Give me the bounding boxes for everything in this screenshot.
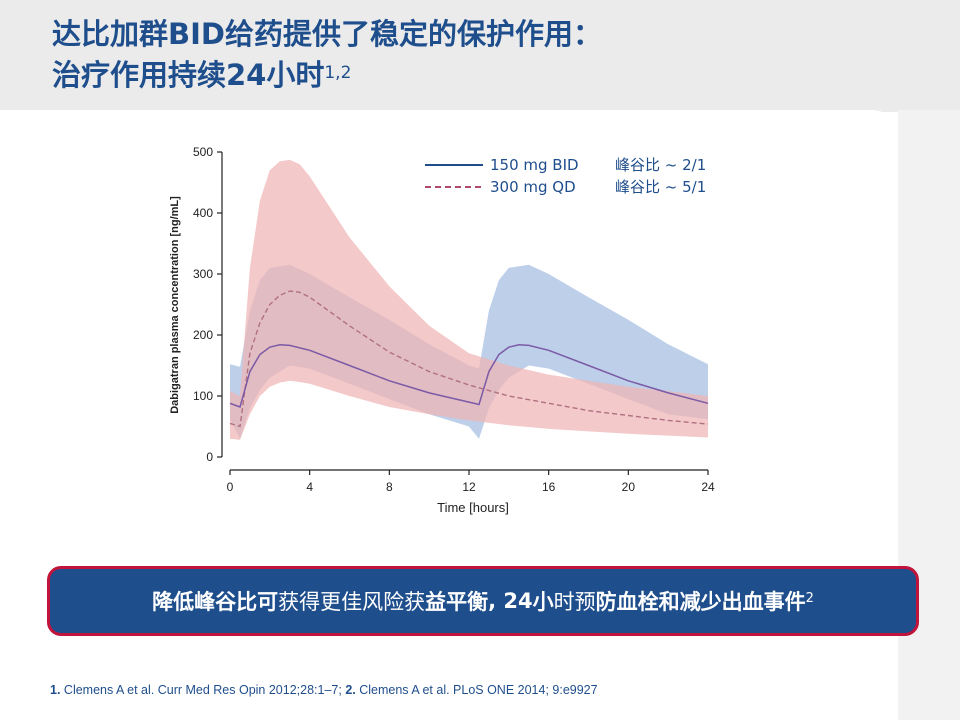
confidence-bands	[230, 159, 708, 440]
legend-label-bid: 150 mg BID	[490, 156, 579, 174]
legend-ratio-bid: 峰谷比 ~ 2/1	[615, 156, 706, 174]
x-tick-label: 0	[227, 480, 234, 494]
x-tick-label: 24	[701, 480, 715, 494]
callout-segment-1: 降低峰谷比可	[152, 590, 279, 614]
ref-number-2: 2.	[345, 683, 356, 697]
callout-segment-5: , 24	[488, 589, 533, 613]
title-line-1: 达比加群BID给药提供了稳定的保护作用：	[52, 17, 602, 51]
callout-segment-8: 防血栓和减少出血事件	[595, 590, 806, 614]
slide-title: 达比加群BID给药提供了稳定的保护作用： 治疗作用持续24小时1,2	[52, 14, 602, 96]
qd-range-band	[230, 159, 708, 440]
y-tick-label: 100	[193, 389, 213, 403]
legend-ratio-qd: 峰谷比 ~ 5/1	[615, 178, 706, 196]
x-tick-label: 8	[386, 480, 393, 494]
x-tick-label: 12	[462, 480, 476, 494]
title-citation: 1,2	[324, 63, 352, 83]
chart-axes: 0 100 200 300 400 500 0 4 8 12 16 20 24	[193, 145, 715, 494]
legend-label-qd: 300 mg QD	[490, 178, 576, 196]
title-line-2-text: 治疗作用持续24小时	[52, 58, 325, 92]
callout-segment-4: 益平衡	[425, 590, 489, 614]
x-tick-label: 4	[306, 480, 313, 494]
title-line-2: 治疗作用持续24小时1,2	[52, 55, 602, 96]
y-tick-label: 300	[193, 267, 213, 281]
key-message-callout: 降低峰谷比可 获得更佳 风险获 益平衡, 24 小时预 防血栓和减少出血事件 2	[47, 566, 919, 636]
x-tick-label: 20	[622, 480, 636, 494]
callout-segment-3: 风险获	[362, 590, 426, 614]
callout-citation: 2	[805, 590, 814, 606]
reference-1: Clemens A et al. Curr Med Res Opin 2012;…	[60, 683, 346, 697]
callout-segment-6: 小	[532, 590, 554, 614]
y-tick-label: 200	[193, 328, 213, 342]
callout-segment-7: 时预	[553, 590, 596, 614]
bid-median-line	[229, 344, 709, 408]
pk-chart: 0 100 200 300 400 500 0 4 8 12 16 20 24 Time [hours]…	[169, 145, 715, 515]
y-tick-label: 400	[193, 206, 213, 220]
y-tick-label: 500	[193, 145, 213, 159]
x-axis-label: Time [hours]	[437, 500, 509, 515]
chart-legend: 150 mg BID 峰谷比 ~ 2/1 300 mg QD 峰谷比 ~ 5/1	[425, 156, 706, 196]
ref-number-1: 1.	[50, 683, 61, 697]
references: 1. Clemens A et al. Curr Med Res Opin 20…	[50, 683, 598, 697]
callout-segment-2: 获得更佳	[278, 590, 363, 614]
qd-median-line	[229, 290, 709, 428]
median-lines	[229, 290, 709, 428]
reference-2: Clemens A et al. PLoS ONE 2014; 9:e9927	[355, 683, 598, 697]
x-tick-label: 16	[542, 480, 556, 494]
y-axis-label: Dabigatran plasma concentration [ng/mL]	[169, 196, 181, 414]
y-tick-label: 0	[206, 450, 213, 464]
title-band	[0, 0, 960, 112]
